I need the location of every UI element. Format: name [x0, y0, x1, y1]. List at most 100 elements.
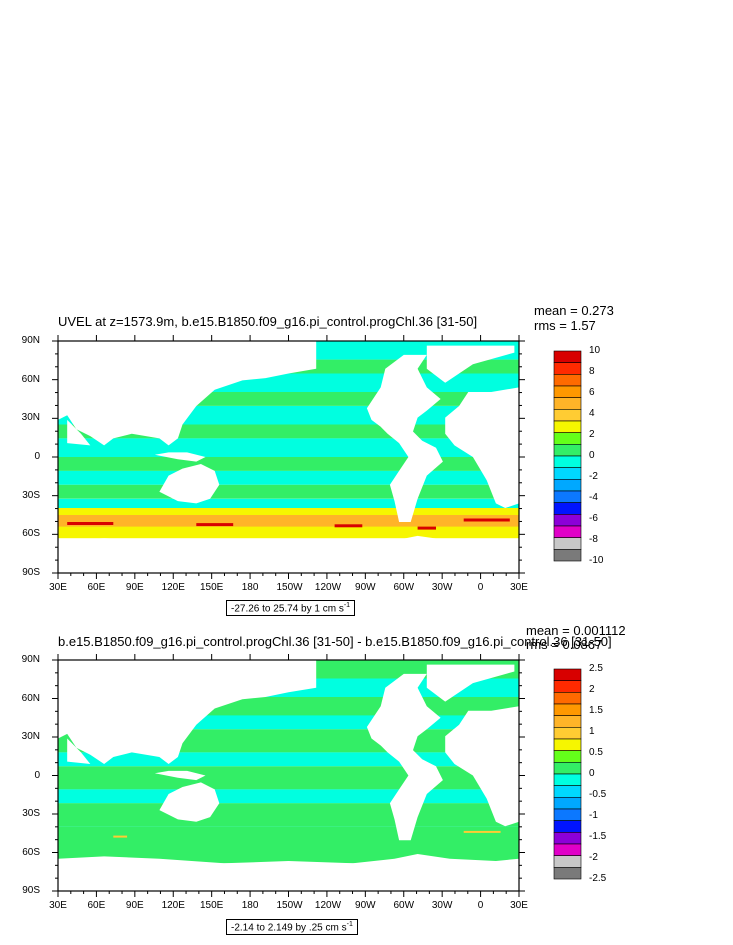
land-indonesia — [154, 452, 206, 462]
y-tick-label: 0 — [34, 769, 40, 781]
panel1-contour-info-text: -27.26 to 25.74 by 1 cm s — [231, 603, 344, 615]
x-tick-label: 60E — [87, 582, 106, 593]
x-tick-label: 30E — [510, 900, 528, 911]
colorbar-label: -1.5 — [589, 831, 607, 842]
colorbar-label: 1 — [589, 726, 595, 737]
colorbar-label: -6 — [589, 513, 598, 524]
x-tick-label: 0 — [477, 900, 484, 911]
x-tick-label: 0 — [477, 582, 484, 593]
land-antarctica — [58, 535, 519, 573]
land-australia — [159, 464, 220, 504]
colorbar-label: -4 — [589, 492, 598, 503]
colorbar-label: 2 — [589, 684, 595, 695]
panel1-mean: mean = 0.273 — [534, 303, 614, 318]
y-tick-label: 90N — [21, 654, 40, 665]
x-tick-label: 180 — [241, 582, 259, 593]
land-greenland — [426, 345, 515, 383]
colorbar-swatch — [553, 808, 582, 821]
x-tick-label: 30W — [431, 900, 453, 911]
land-eurasia — [58, 660, 317, 764]
x-tick-label: 90W — [355, 900, 376, 911]
x-tick-label: 60W — [393, 900, 415, 911]
panel1-contour-info-unit: -1 — [343, 602, 351, 609]
y-tick-label: 30S — [22, 489, 40, 501]
x-tick-label: 60W — [393, 582, 415, 593]
panel2-mean: mean = 0.001112 — [526, 623, 626, 638]
colorbar-swatch — [553, 797, 582, 810]
colorbar-label: -2.5 — [589, 873, 607, 884]
colorbar-swatch — [553, 762, 582, 775]
x-tick-label: 180 — [241, 900, 259, 911]
land-arabia — [67, 738, 91, 764]
colorbar-swatch — [553, 820, 582, 833]
y-tick-label: 90N — [21, 335, 40, 346]
y-tick-label: 30N — [21, 412, 40, 424]
x-tick-label: 150E — [199, 582, 224, 593]
colorbar-swatch — [553, 785, 582, 798]
acc-core — [58, 515, 519, 527]
ocean-band — [58, 498, 519, 511]
colorbar-label: 2 — [589, 429, 595, 440]
colorbar-label: 0 — [589, 768, 595, 779]
panel2-contour-info-text: -2.14 to 2.149 by .25 cm s — [231, 922, 347, 934]
y-tick-label: 60S — [22, 528, 40, 540]
acc-jet — [417, 526, 436, 530]
y-tick-label: 0 — [34, 451, 40, 462]
colorbar-label: -2 — [589, 852, 598, 863]
acc-jet — [113, 835, 128, 838]
x-tick-label: 90W — [355, 582, 376, 593]
land-greenland — [426, 664, 515, 702]
x-tick-label: 150W — [276, 900, 303, 911]
land-australia — [159, 782, 220, 822]
x-tick-label: 30E — [510, 582, 528, 593]
colorbar-label: 6 — [589, 387, 595, 398]
x-tick-label: 120W — [314, 582, 342, 593]
colorbar-swatch — [553, 738, 582, 751]
colorbar-swatch — [553, 773, 582, 786]
y-tick-label: 90S — [22, 567, 40, 578]
acc-jet — [463, 518, 510, 522]
colorbar-label: -2 — [589, 471, 598, 482]
colorbar-swatch — [553, 549, 582, 562]
x-tick-label: 30E — [49, 900, 67, 911]
colorbar-label: 2.5 — [589, 663, 603, 674]
acc-jet — [463, 830, 501, 833]
panel2-title: b.e15.B1850.f09_g16.pi_control.progChl.3… — [58, 634, 612, 649]
land-americas — [366, 354, 443, 522]
land-africa — [445, 387, 519, 508]
x-tick-label: 60E — [87, 900, 106, 911]
x-tick-label: 120E — [161, 582, 185, 593]
panel2-rms: rms = 0.0867 — [526, 637, 603, 652]
panel1-rms: rms = 1.57 — [534, 318, 596, 333]
colorbar-swatch — [553, 703, 582, 716]
colorbar-label: 1.5 — [589, 705, 603, 716]
colorbar-swatch — [553, 727, 582, 740]
colorbar-label: 8 — [589, 366, 595, 377]
colorbar-label: 0 — [589, 450, 595, 461]
colorbar-label: -0.5 — [589, 789, 607, 800]
colorbar-swatch — [553, 855, 582, 868]
y-tick-label: 60N — [21, 373, 40, 385]
panel2-contour-info-unit: -1 — [346, 921, 353, 928]
colorbar-label: -1 — [589, 810, 598, 821]
land-antarctica — [58, 854, 519, 891]
colorbar-swatch — [553, 680, 582, 693]
x-tick-label: 30E — [49, 582, 67, 593]
x-tick-label: 120W — [314, 900, 342, 911]
x-tick-label: 150E — [199, 900, 224, 911]
x-tick-label: 120E — [161, 900, 185, 911]
y-tick-label: 60S — [22, 846, 40, 858]
x-tick-label: 150W — [276, 582, 303, 593]
x-tick-label: 30W — [431, 582, 453, 593]
colorbar-label: -8 — [589, 534, 598, 545]
colorbar-swatch — [553, 715, 582, 728]
panel2-contour-info: -2.14 to 2.149 by .25 cm s-1 — [226, 919, 358, 936]
colorbar-label: -10 — [589, 555, 604, 566]
acc-jet — [334, 524, 363, 528]
land-arabia — [67, 419, 91, 446]
panel1-contour-info: -27.26 to 25.74 by 1 cm s-1 — [226, 600, 356, 617]
x-tick-label: 90E — [125, 582, 144, 593]
